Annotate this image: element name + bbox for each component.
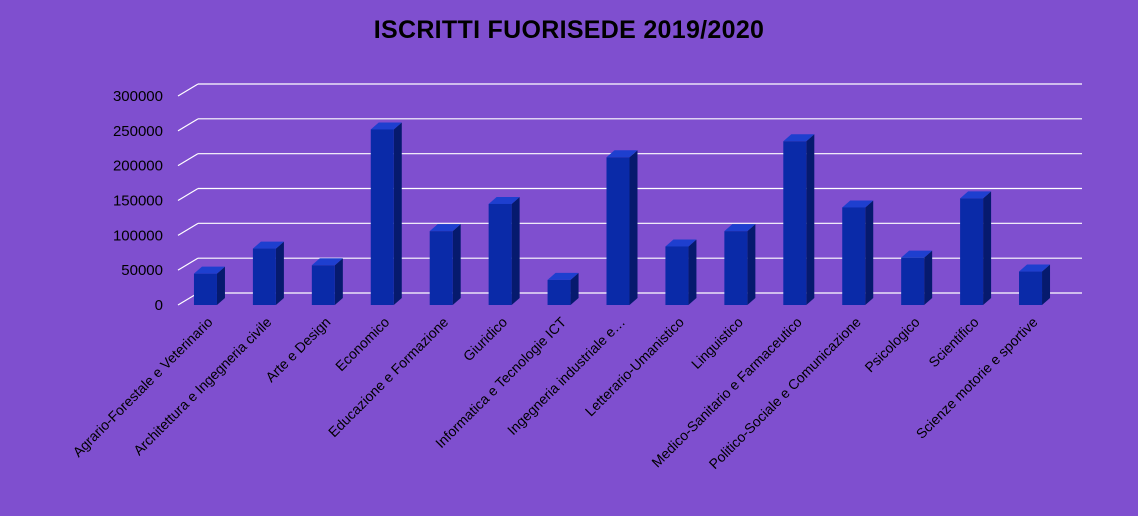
- bar-side: [452, 224, 461, 305]
- bar-front: [488, 203, 512, 305]
- bar: [665, 239, 697, 305]
- bar: [429, 224, 461, 305]
- y-tick-label: 0: [155, 297, 163, 314]
- bar: [193, 266, 225, 305]
- x-tick-label: Letterario-Umanistico: [582, 314, 688, 420]
- bar-side: [629, 150, 638, 305]
- bar-top: [901, 250, 933, 258]
- bar-front: [842, 207, 866, 305]
- bar-top: [960, 191, 992, 199]
- gridline-depth: [177, 118, 199, 132]
- y-tick-label: 200000: [113, 158, 163, 175]
- bar-front: [311, 265, 335, 305]
- bar-side: [747, 224, 756, 305]
- bar-side: [924, 250, 933, 305]
- bar-front: [252, 248, 276, 305]
- bar-top: [429, 224, 461, 232]
- gridline-depth: [177, 83, 199, 97]
- bar: [1019, 264, 1051, 305]
- bar-side: [865, 200, 874, 305]
- bar-side: [983, 191, 992, 305]
- y-axis-ticks: 0 50000 100000 150000 200000 250000 300000: [113, 88, 163, 314]
- bar: [842, 200, 874, 305]
- x-tick-label: Psicologico: [861, 314, 923, 376]
- x-axis-labels: Agrario-Forestale e VeterinarioArchitett…: [69, 314, 1040, 473]
- x-tick-label: Economico: [332, 314, 392, 374]
- bar-side: [688, 239, 697, 305]
- bar: [547, 272, 579, 305]
- bar: [724, 224, 756, 305]
- bar-front: [960, 198, 984, 305]
- bar-top: [193, 266, 225, 274]
- grid-layer: [177, 83, 1082, 306]
- bar-front: [606, 157, 630, 305]
- bar: [901, 250, 933, 305]
- chart-title: ISCRITTI FUORISEDE 2019/2020: [373, 16, 765, 44]
- gridline-depth: [177, 187, 199, 202]
- bar-top: [547, 272, 579, 280]
- x-tick-label: Linguistico: [688, 314, 746, 372]
- bar-top: [783, 134, 815, 142]
- bar-side: [806, 134, 815, 305]
- y-tick-label: 150000: [113, 193, 163, 210]
- bar-top: [1019, 264, 1051, 272]
- gridline-depth: [177, 153, 199, 167]
- bar-side: [334, 258, 343, 305]
- bar: [370, 122, 402, 305]
- bar-side: [216, 266, 225, 305]
- bar-top: [488, 196, 520, 204]
- bar-side: [511, 196, 520, 305]
- bar: [252, 241, 284, 305]
- bar-side: [570, 272, 579, 305]
- bar: [311, 258, 343, 305]
- bar-top: [842, 200, 874, 208]
- bar-side: [1042, 264, 1051, 305]
- bar-front: [665, 246, 689, 305]
- bar-layer: [193, 122, 1051, 305]
- x-tick-label: Scienze motorie e sportive: [913, 314, 1041, 442]
- bar-top: [370, 122, 402, 130]
- bar-front: [1019, 271, 1043, 305]
- bar: [488, 196, 520, 305]
- bar-top: [724, 224, 756, 232]
- bar-front: [901, 257, 925, 305]
- bar-top: [606, 150, 638, 158]
- bar-front: [370, 129, 394, 305]
- x-tick-label: Ingegneria industriale e…: [504, 314, 628, 438]
- gridline-depth: [177, 222, 199, 236]
- bar-top: [252, 241, 284, 249]
- bar-front: [429, 231, 453, 305]
- bar-side: [393, 122, 402, 305]
- bar: [606, 150, 638, 305]
- y-tick-label: 100000: [113, 227, 163, 244]
- bar-front: [724, 231, 748, 305]
- bar-front: [547, 279, 571, 305]
- x-tick-label: Giuridico: [460, 314, 511, 365]
- x-tick-label: Scientifico: [925, 314, 982, 371]
- bar-front: [193, 273, 217, 305]
- y-tick-label: 300000: [113, 88, 163, 105]
- gridline-depth: [177, 257, 199, 271]
- bar-top: [311, 258, 343, 266]
- bar: [960, 191, 992, 305]
- bar-side: [275, 241, 284, 305]
- y-tick-label: 50000: [121, 262, 163, 279]
- y-tick-label: 250000: [113, 123, 163, 140]
- bar: [783, 134, 815, 305]
- bar-front: [783, 141, 807, 305]
- x-tick-label: Educazione e Formazione: [325, 314, 451, 440]
- bar-top: [665, 239, 697, 247]
